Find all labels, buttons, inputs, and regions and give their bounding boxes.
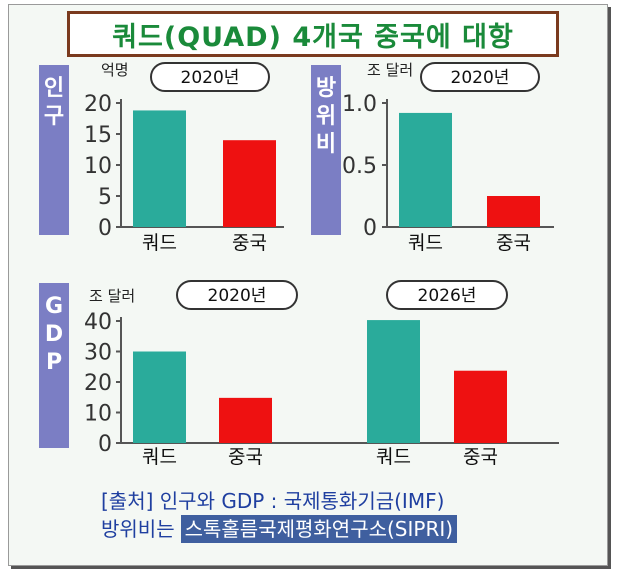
category-label: 쿼드 bbox=[408, 232, 443, 254]
source-line-2-prefix: 방위비는 bbox=[101, 517, 175, 541]
page-title-text: 쿼드(QUAD) 4개국 중국에 대항 bbox=[112, 21, 514, 53]
bar-china bbox=[487, 196, 540, 227]
y-tick-label: 10 bbox=[84, 402, 112, 427]
bar-quad bbox=[399, 112, 452, 227]
y-tick-label: 40 bbox=[84, 310, 112, 335]
source-line-1: [출처] 인구와 GDP : 국제통화기금(IMF) bbox=[101, 489, 445, 513]
bar-china bbox=[454, 370, 507, 443]
y-tick-label: 30 bbox=[84, 341, 112, 366]
category-label: 중국 bbox=[228, 446, 263, 468]
source-line-2: 방위비는 스톡홀름국제평화연구소(SIPRI) bbox=[101, 515, 458, 543]
source-line-2-highlight: 스톡홀름국제평화연구소(SIPRI) bbox=[180, 515, 458, 543]
y-tick-label: 0.5 bbox=[342, 154, 377, 179]
year-label: 2020년 bbox=[208, 286, 267, 306]
side-label-char: 구 bbox=[44, 104, 64, 129]
y-tick-label: 5 bbox=[98, 185, 112, 210]
source-note: [출처] 인구와 GDP : 국제통화기금(IMF) 방위비는 스톡홀름국제평화… bbox=[101, 487, 458, 543]
bar-china bbox=[219, 397, 272, 443]
side-label-bar bbox=[311, 65, 341, 235]
bar-china bbox=[223, 140, 276, 227]
bar-quad bbox=[367, 320, 420, 443]
category-label: 쿼드 bbox=[376, 446, 411, 468]
side-label-char: G bbox=[45, 294, 63, 319]
side-label-char: P bbox=[46, 350, 62, 375]
year-pill bbox=[176, 280, 298, 310]
category-label: 중국 bbox=[232, 232, 267, 254]
year-label: 2020년 bbox=[451, 68, 510, 88]
y-tick-label: 20 bbox=[84, 92, 112, 117]
category-label: 쿼드 bbox=[142, 446, 177, 468]
category-label: 중국 bbox=[496, 232, 531, 254]
side-label-char: 인 bbox=[44, 76, 64, 101]
unit-label: 조 달러 bbox=[367, 61, 413, 79]
y-tick-label: 15 bbox=[84, 123, 112, 148]
y-tick-label: 10 bbox=[84, 154, 112, 179]
y-tick-label: 0 bbox=[363, 216, 377, 241]
y-tick-label: 20 bbox=[84, 371, 112, 396]
category-label: 중국 bbox=[463, 446, 498, 468]
category-label: 쿼드 bbox=[142, 232, 177, 254]
bar-quad bbox=[133, 110, 186, 227]
y-tick-label: 0 bbox=[98, 432, 112, 457]
page-title: 쿼드(QUAD) 4개국 중국에 대항 bbox=[67, 11, 559, 57]
year-label: 2026년 bbox=[418, 286, 477, 306]
side-label-char: D bbox=[45, 322, 63, 347]
infographic-frame: 쿼드(QUAD) 4개국 중국에 대항 인 구 억명 2020년 0 5 10 15 20 쿼드 중… bbox=[8, 4, 608, 566]
side-label-char: 비 bbox=[316, 132, 336, 157]
unit-label: 억명 bbox=[101, 61, 129, 79]
side-label-bar bbox=[39, 283, 69, 448]
unit-label: 조 달러 bbox=[89, 287, 135, 305]
side-label-bar bbox=[39, 65, 69, 235]
side-label-char: 위 bbox=[316, 104, 336, 129]
year-label: 2020년 bbox=[181, 68, 240, 88]
bar-quad bbox=[133, 351, 186, 443]
year-pill bbox=[420, 62, 540, 92]
y-tick-label: 0 bbox=[98, 216, 112, 241]
y-tick-label: 1.0 bbox=[342, 92, 377, 117]
year-pill bbox=[150, 62, 270, 92]
year-pill bbox=[386, 280, 508, 310]
side-label-char: 방 bbox=[316, 76, 336, 101]
